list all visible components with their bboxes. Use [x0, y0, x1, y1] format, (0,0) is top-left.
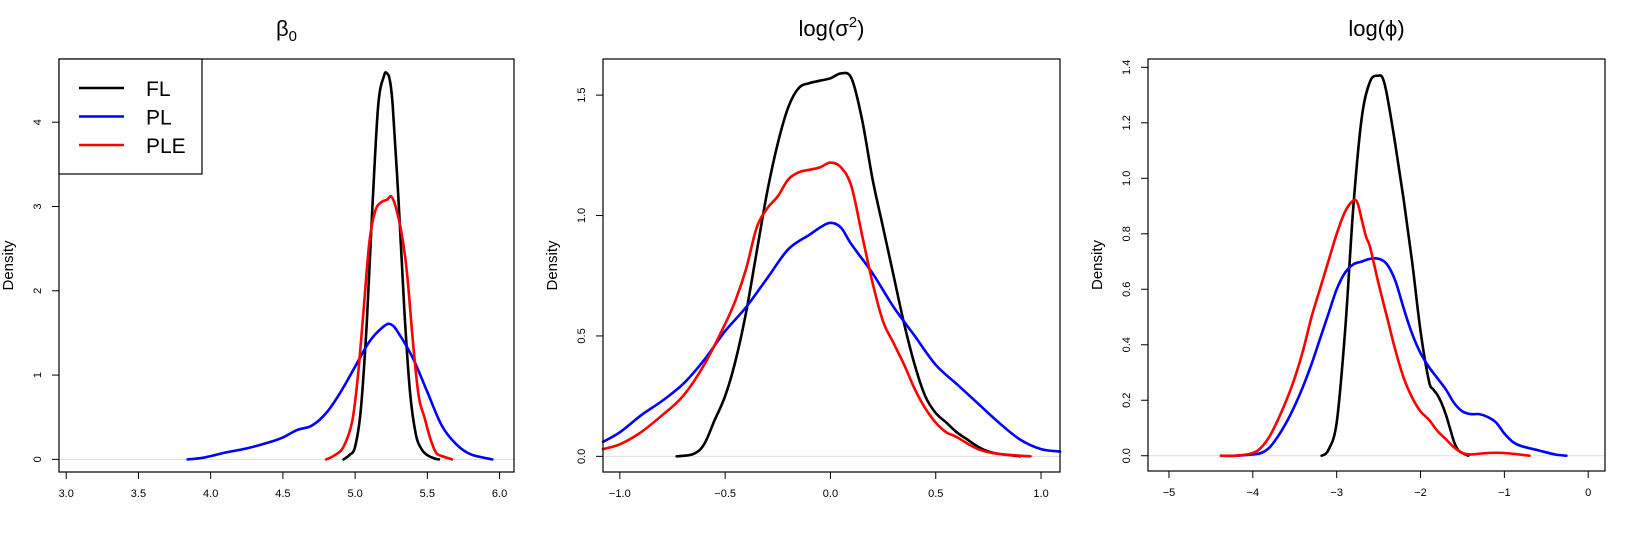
x-tick-label: −2 — [1414, 487, 1427, 499]
plot-frame — [1147, 58, 1606, 472]
x-tick-label: 6.0 — [492, 488, 507, 500]
density-curve-ple — [601, 161, 1032, 458]
x-tick-label: 3.5 — [131, 488, 146, 500]
density-curve-fl — [342, 71, 441, 461]
panel-title: log(σ2) — [799, 14, 865, 41]
x-tick-label: −3 — [1330, 487, 1343, 499]
legend-label-ple: PLE — [146, 135, 186, 158]
plot-frame — [58, 58, 515, 473]
legend-label-fl: FL — [146, 78, 171, 101]
density-curve-pl — [186, 322, 494, 461]
x-tick-label: −0.5 — [714, 488, 736, 500]
density-curve-ple — [324, 194, 454, 461]
y-tick-label: 0.6 — [1121, 282, 1133, 297]
y-tick-label: 0.2 — [1121, 393, 1133, 408]
x-tick-label: −4 — [1247, 487, 1260, 499]
y-tick-label: 1 — [32, 372, 44, 378]
density-curve-fl — [675, 71, 1022, 458]
legend: FL PL PLE — [58, 58, 203, 175]
panel-beta0: β0 3.0 3.5 4.0 4.5 5.0 5.5 6.0 0 1 2 3 4 Density FL PL P… — [0, 16, 515, 500]
x-tick-label: 0.0 — [823, 488, 838, 500]
density-curve-ple — [1219, 198, 1531, 458]
x-tick-label: 4.5 — [275, 488, 290, 500]
x-tick-label: 5.0 — [347, 488, 362, 500]
plot-frame — [602, 58, 1061, 473]
x-tick-label: 1.0 — [1033, 488, 1048, 500]
x-tick-label: 0.5 — [928, 488, 943, 500]
panel-title: log(ϕ) — [1348, 16, 1404, 41]
y-tick-label: 3 — [32, 203, 44, 209]
density-curve-pl — [1219, 256, 1568, 458]
x-tick-label: −1.0 — [609, 488, 631, 500]
y-tick-label: 1.0 — [576, 208, 588, 223]
y-axis-label: Density — [1089, 239, 1106, 290]
y-tick-label: 2 — [32, 288, 44, 294]
y-tick-label: 1.2 — [1121, 115, 1133, 130]
y-tick-label: 0.4 — [1121, 337, 1133, 352]
panel-log-sigma2: log(σ2) −1.0 −0.5 0.0 0.5 1.0 0.0 0.5 1.0 1.5 Dens… — [544, 14, 1062, 500]
density-curve-fl — [1320, 74, 1470, 457]
y-tick-label: 0.8 — [1121, 226, 1133, 241]
x-tick-label: 4.0 — [203, 488, 218, 500]
y-tick-label: 1.4 — [1121, 60, 1133, 75]
panel-title: β0 — [276, 16, 297, 45]
y-tick-label: 0.0 — [1121, 448, 1133, 463]
x-tick-label: 3.0 — [59, 488, 74, 500]
x-tick-label: −5 — [1163, 487, 1176, 499]
panel-log-phi: log(ϕ) −5 −4 −3 −2 −1 0 0.0 0.2 0.4 0.6 0.8 1.0 1.2 1.… — [1089, 16, 1606, 499]
y-tick-label: 0 — [32, 456, 44, 462]
y-axis-label: Density — [544, 240, 561, 291]
density-curve-pl — [601, 221, 1062, 453]
y-tick-label: 1.0 — [1121, 171, 1133, 186]
y-tick-label: 1.5 — [576, 87, 588, 102]
y-tick-label: 0.5 — [576, 328, 588, 343]
x-tick-label: −1 — [1498, 487, 1511, 499]
y-tick-label: 4 — [32, 119, 44, 125]
y-axis-label: Density — [0, 240, 17, 291]
legend-label-pl: PL — [146, 107, 172, 130]
y-tick-label: 0.0 — [576, 449, 588, 464]
x-tick-label: 0 — [1585, 487, 1591, 499]
x-tick-label: 5.5 — [420, 488, 435, 500]
